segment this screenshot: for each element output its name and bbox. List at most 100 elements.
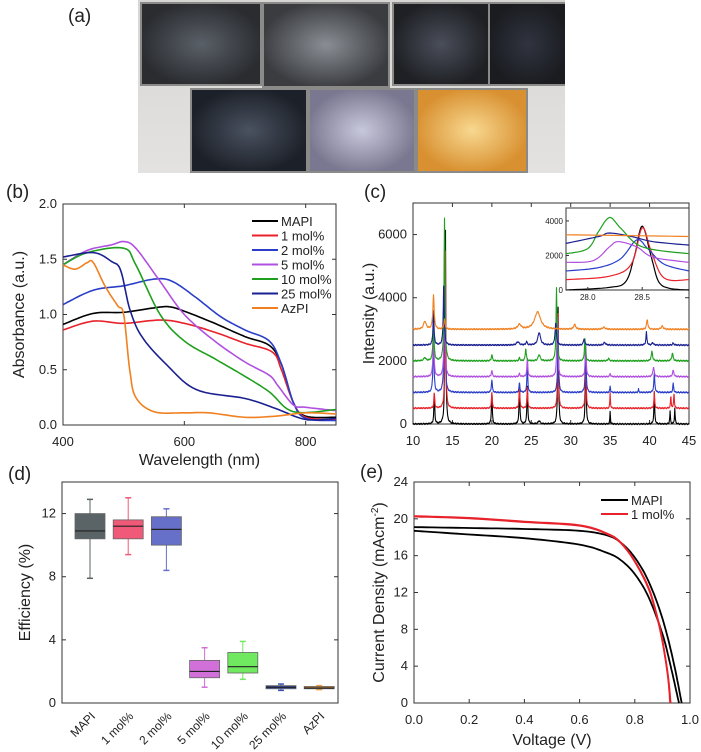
y-axis-label: Current Density (mAcm-2)	[370, 502, 388, 682]
xrd-pattern-line	[412, 294, 690, 331]
inset-peak-line	[565, 232, 690, 246]
inset-peak-line	[565, 239, 690, 272]
y-tick-label: 0	[401, 695, 408, 710]
x-tick-label: 30	[563, 433, 577, 448]
x-tick-label: 0.2	[460, 712, 478, 727]
y-tick-label: 24	[394, 474, 408, 489]
jv-curve-line	[413, 529, 680, 704]
chart-d: 0 4 8 12 MAPI 1 mol% 2 mol% 5 mol%10 mol%25 mol…	[17, 481, 339, 752]
box-azpi	[303, 684, 335, 691]
x-tick-label: 600	[173, 434, 195, 449]
x-tick-label: 400	[52, 434, 74, 449]
y-tick-label: 0	[49, 695, 56, 710]
y-axis-label: Efficiency (%)	[17, 544, 34, 642]
absorbance-series-line	[62, 246, 337, 414]
x-tick-label: 0.6	[571, 712, 589, 727]
y-tick-label: 20	[394, 511, 408, 526]
film-sample-tile	[392, 2, 490, 86]
y-axis-label-superscript: -2	[370, 507, 381, 516]
box-25-mol-	[265, 683, 297, 692]
chart-c: 0 2000 4000 6000 10 15 20 25 30 35 40 45 Intensity (…	[361, 202, 696, 448]
x-tick-label: 1.0	[681, 712, 699, 727]
xrd-pattern-line	[412, 280, 690, 378]
inset-y-tick-label: 2000	[545, 251, 563, 260]
box-10-mol-	[227, 640, 259, 681]
x-tick-label: 15	[445, 433, 459, 448]
xrd-pattern-line	[412, 217, 690, 363]
xrd-pattern-line	[412, 285, 690, 347]
legend-label: 5 mol%	[281, 258, 325, 273]
y-tick-label: 2.0	[39, 196, 57, 211]
film-sample-tile	[416, 88, 528, 173]
xrd-inset: 28.0 28.5 0 2000 4000	[545, 207, 690, 302]
category-label: MAPI	[67, 709, 98, 740]
absorbance-series-line	[62, 305, 336, 419]
legend-label: 10 mol%	[281, 272, 332, 287]
y-tick-label: 4	[49, 632, 56, 647]
jv-curve-line	[413, 526, 683, 704]
legend-label: 2 mol%	[281, 243, 325, 258]
box-2-mol-	[150, 508, 182, 572]
y-tick-label: 0	[400, 416, 407, 431]
category-label: 10 mol%	[208, 709, 251, 752]
y-tick-label: 0.5	[39, 362, 57, 377]
legend-label: MAPI	[281, 214, 313, 229]
panel-label-a: (a)	[68, 6, 91, 27]
y-axis-label-text: Current Density (mAcm	[371, 516, 388, 682]
absorbance-series-line	[62, 251, 337, 421]
y-tick-label: 2000	[378, 353, 407, 368]
film-sample-tile	[488, 2, 565, 86]
legend-label: 1 mol%	[281, 229, 325, 244]
jv-curve-line	[413, 515, 671, 704]
legend-label: 25 mol%	[281, 287, 332, 302]
sample-films-photo	[138, 0, 565, 173]
x-tick-label: 25	[524, 433, 538, 448]
inset-x-tick-label: 28.0	[580, 293, 596, 302]
y-axis-label: Intensity (a.u.)	[361, 263, 378, 364]
iqr-box	[227, 652, 259, 674]
iqr-box	[74, 513, 106, 540]
y-tick-label: 8	[401, 621, 408, 636]
absorbance-series-line	[62, 259, 336, 419]
iqr-box	[112, 519, 144, 540]
absorbance-series-line	[62, 240, 337, 412]
iqr-box	[150, 516, 182, 546]
inset-y-tick-label: 0	[559, 286, 564, 295]
inset-peak-line	[565, 234, 690, 238]
category-label: 2 mol%	[136, 709, 174, 747]
box-5-mol-	[189, 647, 221, 688]
y-tick-label: 16	[394, 548, 408, 563]
panel-label-e: (e)	[360, 462, 383, 483]
y-axis-label-end: )	[371, 502, 388, 507]
xrd-pattern-line	[412, 250, 690, 410]
panel-label-b: (b)	[6, 182, 29, 203]
x-axis-label: Voltage (V)	[512, 732, 591, 749]
film-sample-tile	[140, 2, 262, 86]
x-tick-label: 10	[406, 433, 420, 448]
inset-y-tick-label: 4000	[545, 217, 563, 226]
y-tick-label: 4000	[378, 290, 407, 305]
box-mapi	[74, 498, 106, 580]
inset-peak-line	[565, 216, 690, 255]
y-tick-label: 0.0	[39, 417, 57, 432]
film-sample-tile	[308, 88, 416, 173]
x-tick-label: 0.4	[515, 712, 533, 727]
y-tick-label: 12	[42, 506, 56, 521]
jv-curve-line	[413, 515, 672, 704]
category-label: AzPI	[300, 709, 328, 737]
y-tick-label: 12	[394, 585, 408, 600]
y-tick-label: 8	[49, 569, 56, 584]
x-tick-label: 35	[603, 433, 617, 448]
x-tick-label: 800	[295, 434, 317, 449]
y-tick-label: 1.0	[39, 307, 57, 322]
iqr-box	[189, 659, 221, 679]
y-tick-label: 1.5	[39, 251, 57, 266]
panel-label-d: (d)	[8, 464, 31, 485]
xrd-pattern-line	[412, 248, 690, 394]
inset-peak-line	[565, 241, 690, 263]
legend-label: MAPI	[631, 493, 663, 508]
category-label: 5 mol%	[175, 709, 213, 747]
